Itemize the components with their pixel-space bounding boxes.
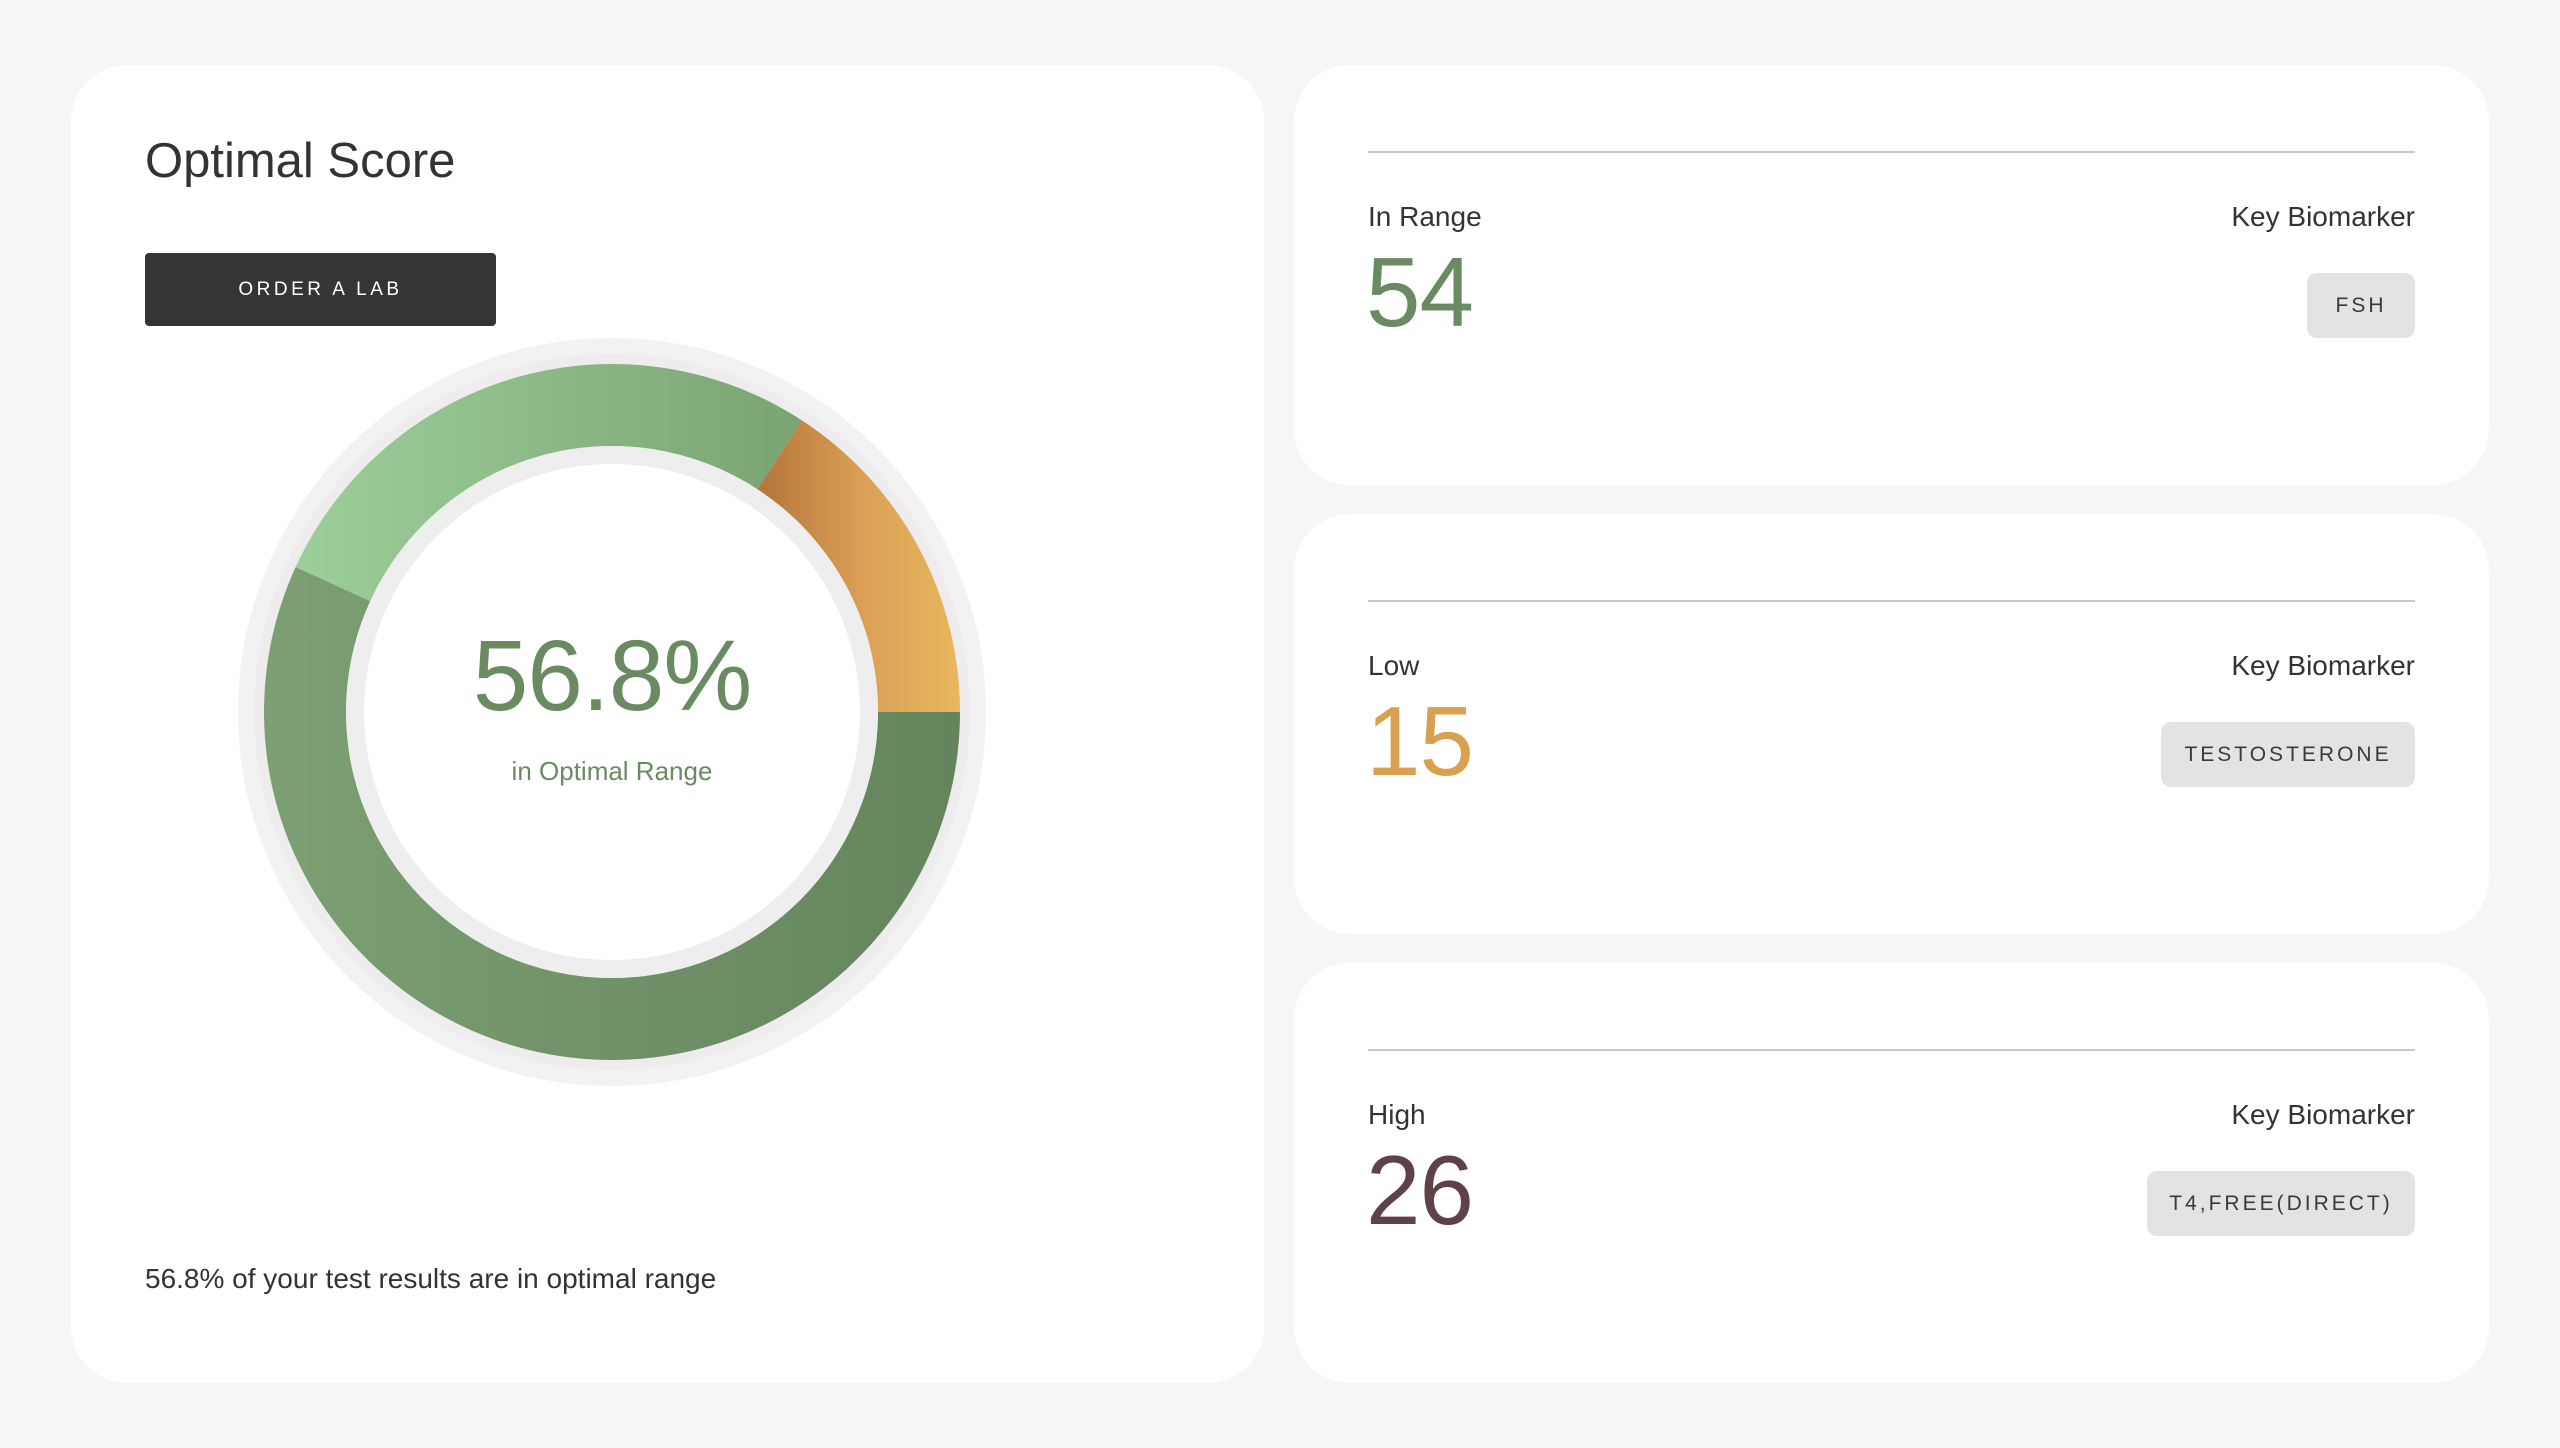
stat-value: 15 (1366, 686, 1474, 796)
donut-segment-in-range (263, 566, 960, 1061)
key-biomarker-label: Key Biomarker (2231, 201, 2415, 232)
key-biomarker-label: Key Biomarker (2231, 1099, 2415, 1130)
donut-segment-low (757, 420, 960, 712)
page-title: Optimal Score (145, 134, 456, 188)
stat-value: 54 (1366, 237, 1474, 347)
donut-segment-high (295, 364, 803, 602)
divider (1368, 600, 2415, 602)
biomarker-chip-testosterone[interactable]: TESTOSTERONE (2161, 722, 2415, 787)
stat-card-high: High 26 Key Biomarker T4,FREE(DIRECT) (1294, 963, 2489, 1383)
biomarker-chip-fsh[interactable]: FSH (2307, 273, 2415, 338)
stat-label: In Range (1368, 201, 1482, 232)
divider (1368, 151, 2415, 153)
stat-label: High (1368, 1099, 1426, 1130)
stat-card-low: Low 15 Key Biomarker TESTOSTERONE (1294, 514, 2489, 934)
stat-value: 26 (1366, 1135, 1474, 1245)
biomarker-chip-t4-free-direct[interactable]: T4,FREE(DIRECT) (2147, 1171, 2415, 1236)
divider (1368, 1049, 2415, 1051)
stat-card-in-range: In Range 54 Key Biomarker FSH (1294, 65, 2489, 485)
donut-hole (364, 464, 860, 960)
stat-label: Low (1368, 650, 1420, 681)
key-biomarker-label: Key Biomarker (2231, 650, 2415, 681)
optimal-range-donut-chart (238, 338, 986, 1086)
order-a-lab-button[interactable]: ORDER A LAB (145, 253, 496, 326)
optimal-summary-text: 56.8% of your test results are in optima… (145, 1263, 717, 1294)
